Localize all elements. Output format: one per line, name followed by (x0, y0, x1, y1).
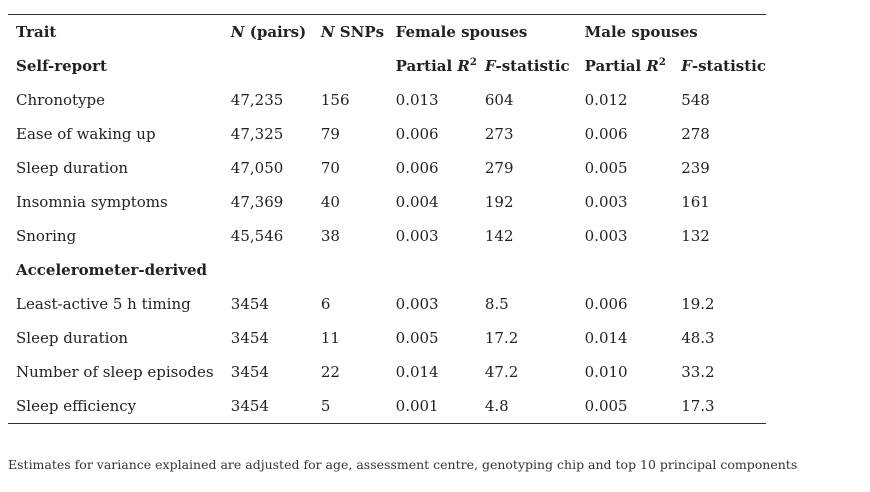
cell-n-snps: 38 (320, 227, 340, 245)
header-row: Trait N (pairs) N SNPs Female spouses Ma… (8, 14, 766, 49)
cell-female-f-statistic: 142 (484, 227, 514, 245)
sleep-traits-table: Trait N (pairs) N SNPs Female spouses Ma… (8, 14, 766, 424)
cell-male-partial-r2: 0.010 (584, 363, 628, 381)
cell-n-pairs: 3454 (222, 389, 313, 424)
cell-male-partial-r2: 0.005 (576, 389, 674, 424)
subheader-male-partial-r2: Partial R2 (584, 57, 666, 75)
cell-female-f-statistic: 604 (484, 91, 514, 109)
cell-male-partial-r2: 0.006 (584, 125, 628, 143)
cell-trait: Insomnia symptoms (16, 193, 168, 211)
table-row: Ease of waking up 47,325 79 0.006 273 0.006 27… (8, 117, 766, 151)
cell-n-pairs: 47,325 (230, 125, 284, 143)
cell-n-snps: 40 (320, 193, 340, 211)
cell-male-f-statistic: 17.3 (673, 389, 766, 424)
cell-n-pairs: 3454 (230, 329, 269, 347)
cell-n-pairs: 45,546 (230, 227, 284, 245)
cell-female-f-statistic: 192 (484, 193, 514, 211)
section-title-self-report: Self-report (16, 57, 107, 75)
cell-female-f-statistic: 17.2 (484, 329, 519, 347)
cell-female-partial-r2: 0.006 (395, 125, 439, 143)
cell-n-snps: 70 (320, 159, 340, 177)
cell-female-partial-r2: 0.006 (395, 159, 439, 177)
cell-male-f-statistic: 48.3 (681, 329, 715, 347)
section-row: Accelerometer-derived (8, 253, 766, 287)
cell-female-partial-r2: 0.013 (395, 91, 439, 109)
cell-n-pairs: 47,369 (230, 193, 284, 211)
cell-female-f-statistic: 279 (484, 159, 514, 177)
cell-male-partial-r2: 0.012 (584, 91, 628, 109)
cell-trait: Sleep duration (16, 329, 129, 347)
section-title: Accelerometer-derived (16, 261, 207, 279)
subheader-male-f-statistic: F-statistic (681, 57, 766, 75)
table-row: Sleep duration 47,050 70 0.006 279 0.005 239 (8, 151, 766, 185)
table-row: Insomnia symptoms 47,369 40 0.004 192 0.003 16… (8, 185, 766, 219)
cell-trait: Chronotype (16, 91, 106, 109)
cell-n-snps: 79 (320, 125, 340, 143)
cell-female-f-statistic: 8.5 (484, 295, 509, 313)
header-trait: Trait (8, 14, 223, 49)
cell-male-f-statistic: 161 (681, 193, 710, 211)
cell-n-pairs: 3454 (230, 295, 269, 313)
cell-female-partial-r2: 0.004 (395, 193, 439, 211)
table-row: Least-active 5 h timing 3454 6 0.003 8.5 0.00… (8, 287, 766, 321)
table-body: Chronotype 47,235 156 0.013 604 0.012 548 Ease … (8, 83, 766, 424)
cell-male-f-statistic: 132 (681, 227, 710, 245)
cell-female-partial-r2: 0.005 (395, 329, 439, 347)
header-n-snps: N SNPs (312, 14, 388, 49)
cell-female-partial-r2: 0.001 (387, 389, 477, 424)
subheader-row: Self-report Partial R2 F-statistic Parti… (8, 49, 766, 83)
cell-n-snps: 6 (320, 295, 331, 313)
cell-male-f-statistic: 19.2 (681, 295, 715, 313)
cell-n-snps: 11 (320, 329, 340, 347)
cell-n-pairs: 47,235 (230, 91, 284, 109)
table-row: Snoring 45,546 38 0.003 142 0.003 132 (8, 219, 766, 253)
table-row: Number of sleep episodes 3454 22 0.014 47.2 0… (8, 355, 766, 389)
cell-male-f-statistic: 33.2 (681, 363, 715, 381)
cell-female-partial-r2: 0.014 (395, 363, 439, 381)
table-row: Sleep duration 3454 11 0.005 17.2 0.014 48.3 (8, 321, 766, 355)
header-female-spouses: Female spouses (387, 14, 577, 49)
cell-male-partial-r2: 0.003 (584, 227, 628, 245)
cell-female-f-statistic: 273 (484, 125, 514, 143)
cell-male-partial-r2: 0.005 (584, 159, 628, 177)
cell-trait: Sleep efficiency (8, 389, 223, 424)
cell-n-snps: 5 (312, 389, 388, 424)
header-n-pairs: N (pairs) (222, 14, 313, 49)
cell-trait: Sleep duration (16, 159, 129, 177)
cell-male-partial-r2: 0.006 (584, 295, 628, 313)
cell-trait: Snoring (16, 227, 77, 245)
cell-male-partial-r2: 0.003 (584, 193, 628, 211)
table-row: Sleep efficiency 3454 5 0.001 4.8 0.005 17.3 (8, 389, 766, 424)
cell-n-snps: 22 (320, 363, 340, 381)
cell-female-partial-r2: 0.003 (395, 227, 439, 245)
subheader-female-partial-r2: Partial R2 (395, 57, 477, 75)
cell-n-snps: 156 (320, 91, 350, 109)
cell-n-pairs: 47,050 (230, 159, 284, 177)
table-row: Chronotype 47,235 156 0.013 604 0.012 548 (8, 83, 766, 117)
cell-male-f-statistic: 239 (681, 159, 710, 177)
header-male-spouses: Male spouses (576, 14, 766, 49)
cell-trait: Least-active 5 h timing (16, 295, 191, 313)
cell-male-f-statistic: 548 (681, 91, 710, 109)
cell-female-f-statistic: 4.8 (476, 389, 577, 424)
cell-male-partial-r2: 0.014 (584, 329, 628, 347)
table-footnote: Estimates for variance explained are adj… (8, 457, 798, 472)
cell-trait: Ease of waking up (16, 125, 156, 143)
cell-female-partial-r2: 0.003 (395, 295, 439, 313)
cell-female-f-statistic: 47.2 (484, 363, 519, 381)
cell-male-f-statistic: 278 (681, 125, 710, 143)
subheader-female-f-statistic: F-statistic (484, 57, 570, 75)
cell-n-pairs: 3454 (230, 363, 269, 381)
cell-trait: Number of sleep episodes (16, 363, 214, 381)
